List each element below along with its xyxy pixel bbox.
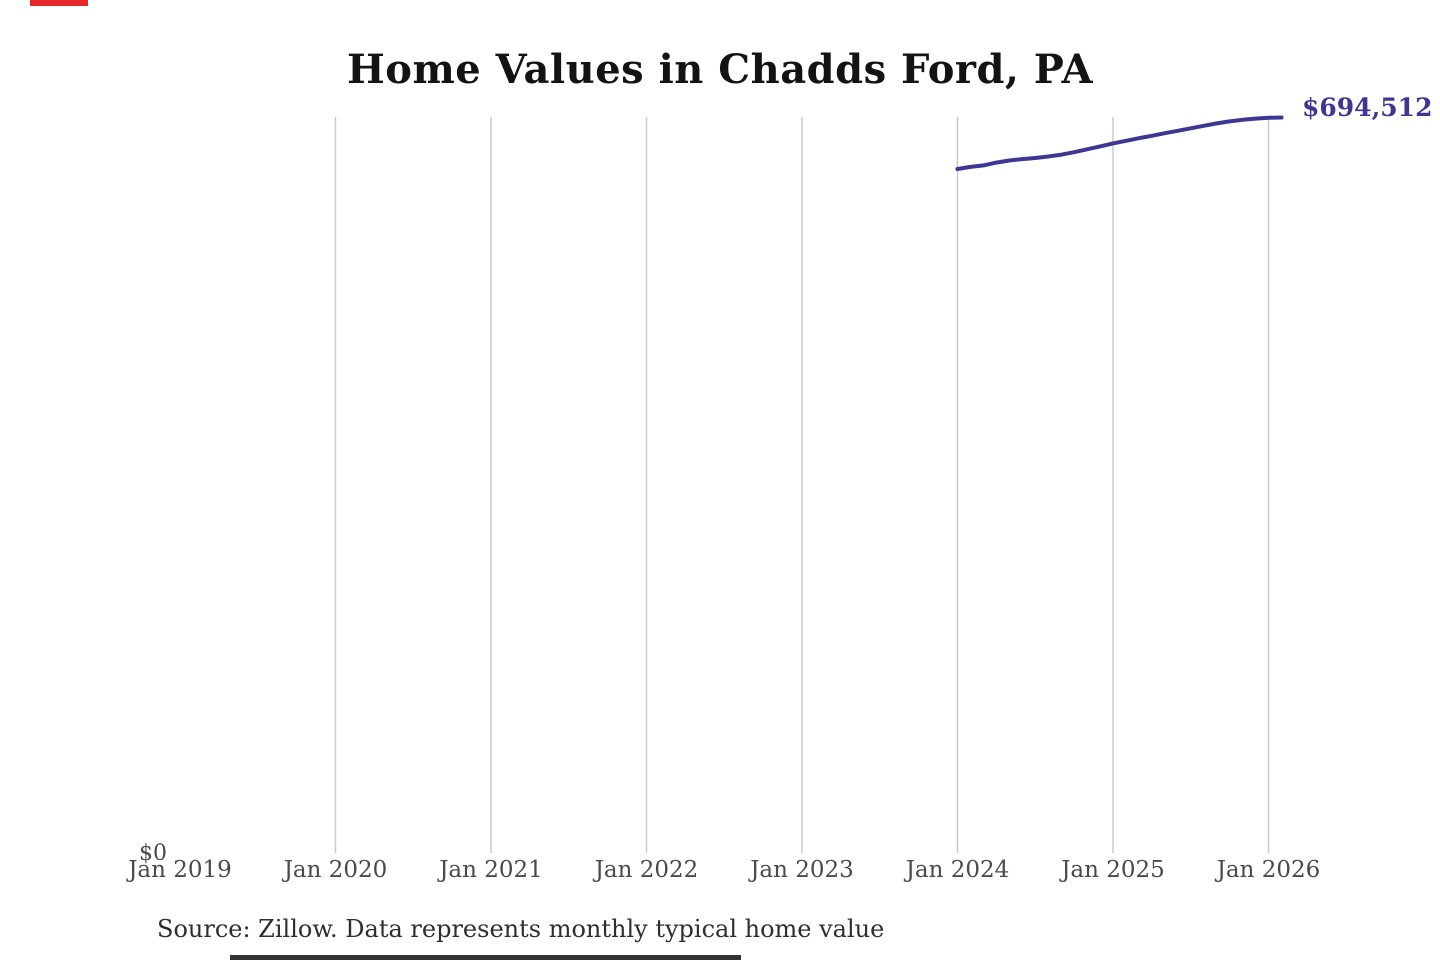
top-left-red-mark [30, 0, 88, 6]
home-value-line [955, 115, 1284, 171]
x-axis-tick-label: Jan 2020 [283, 857, 388, 883]
x-axis-tick-label: Jan 2021 [439, 857, 543, 883]
x-axis-tick-label: Jan 2025 [1061, 857, 1165, 883]
source-note: Source: Zillow. Data represents monthly … [157, 915, 885, 943]
gridlines [334, 117, 1270, 853]
end-value-label: $694,512 [1302, 93, 1433, 122]
y-axis-zero-label: $0 [139, 841, 167, 866]
x-axis-tick-label: Jan 2023 [750, 857, 854, 883]
x-axis-tick-label: Jan 2022 [594, 857, 699, 883]
x-axis-tick-label: Jan 2019 [128, 857, 232, 883]
x-axis-tick-label: Jan 2026 [1216, 857, 1321, 883]
bottom-edge-cutoff-bar [230, 955, 741, 960]
x-axis-tick-label: Jan 2024 [905, 857, 1010, 883]
chart-title: Home Values in Chadds Ford, PA [346, 46, 1094, 93]
